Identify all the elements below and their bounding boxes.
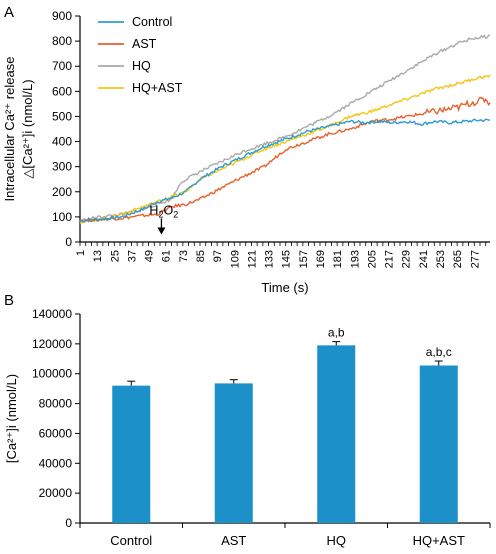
y-tick-label: 140000: [32, 307, 72, 321]
y-tick-label: 600: [52, 84, 72, 98]
series-line-hq-ast: [79, 74, 491, 224]
x-tick-label: 61: [161, 250, 173, 262]
y-tick-label: 500: [52, 109, 72, 123]
x-tick-label: 25: [109, 250, 121, 262]
bar-significance-label: a,b,c: [426, 345, 452, 359]
x-tick-label: 253: [435, 250, 447, 268]
y-tick-label: 80000: [39, 397, 73, 411]
series-line-ast: [79, 96, 491, 223]
category-label: AST: [221, 533, 246, 548]
h2o2-arrow-head: [157, 227, 166, 235]
y-tick-label: 100: [52, 210, 72, 224]
y-tick-label: 0: [65, 516, 72, 530]
y-tick-label: 300: [52, 160, 72, 174]
category-label: HQ: [327, 533, 347, 548]
x-tick-label: 265: [452, 250, 464, 268]
x-tick-label: 205: [366, 250, 378, 268]
x-tick-label: 229: [401, 250, 413, 268]
series-line-control: [79, 118, 490, 223]
y-tick-label: 700: [52, 59, 72, 73]
x-tick-label: 121: [246, 250, 258, 268]
h2o2-annotation: H2O2: [149, 203, 178, 235]
y-tick-label: 900: [52, 9, 72, 23]
y-tick-label: 200: [52, 185, 72, 199]
panel-a-ylabel-line1: Intracellular Ca²⁺ release: [2, 57, 17, 202]
x-tick-label: 181: [332, 250, 344, 268]
legend-label-hq: HQ: [132, 59, 151, 73]
y-tick-label: 40000: [39, 456, 73, 470]
panel-a-label: A: [4, 4, 14, 21]
x-tick-label: 1: [75, 250, 87, 256]
x-tick-label: 217: [384, 250, 396, 268]
x-tick-label: 145: [281, 250, 293, 268]
y-tick-label: 60000: [39, 426, 73, 440]
y-tick-label: 20000: [39, 486, 73, 500]
x-tick-label: 97: [212, 250, 224, 262]
bar-hq: [317, 345, 356, 523]
bar-hq-ast: [419, 365, 458, 523]
y-tick-label: 0: [65, 235, 72, 249]
bar-significance-label: a,b: [328, 326, 345, 340]
category-label: Control: [110, 533, 152, 548]
legend-label-control: Control: [132, 15, 172, 29]
x-tick-label: 13: [92, 250, 104, 262]
panel-a-legend: Control AST HQ HQ+AST: [98, 15, 183, 95]
legend-label-ast: AST: [132, 37, 157, 51]
panel-b: B 0 20000 40000 60000 80000 100000 120000 14000…: [4, 292, 491, 548]
x-tick-label: 133: [264, 250, 276, 268]
x-tick-label: 109: [229, 250, 241, 268]
panel-a-ylabel-line2: △[Ca²⁺]i (nmol/L): [20, 79, 35, 178]
x-tick-label: 37: [126, 250, 138, 262]
h2o2-label: H2O2: [149, 203, 178, 219]
x-tick-label: 241: [418, 250, 430, 268]
x-tick-label: 277: [469, 250, 481, 268]
panel-a-lines: [79, 34, 491, 224]
panel-a-axes: 0 100 200 300 400 500 600 700 800 900 1 13 25 37 49 61 7…: [52, 9, 490, 268]
panel-b-label: B: [4, 292, 14, 309]
y-tick-label: 400: [52, 135, 72, 149]
category-label: HQ+AST: [413, 533, 465, 548]
x-tick-label: 193: [349, 250, 361, 268]
x-tick-label: 49: [144, 250, 156, 262]
bar-ast: [214, 383, 253, 523]
y-tick-label: 800: [52, 34, 72, 48]
bar-control: [112, 385, 151, 523]
panel-a-xlabel: Time (s): [261, 280, 308, 295]
panel-b-ylabel: [Ca²⁺]i (nmol/L): [4, 374, 19, 463]
x-tick-label: 157: [298, 250, 310, 268]
y-tick-label: 120000: [32, 337, 72, 351]
x-tick-label: 73: [178, 250, 190, 262]
x-tick-label: 85: [195, 250, 207, 262]
legend-label-hq-ast: HQ+AST: [132, 81, 183, 95]
y-tick-label: 100000: [32, 367, 72, 381]
panel-a: A 0 100 200 300 400 500 600 700 800 900 1 13 25 37 49 6…: [2, 4, 491, 295]
panel-b-bars: Control AST a,b HQ a,b,c HQ+AST: [110, 326, 465, 548]
x-tick-label: 169: [315, 250, 327, 268]
